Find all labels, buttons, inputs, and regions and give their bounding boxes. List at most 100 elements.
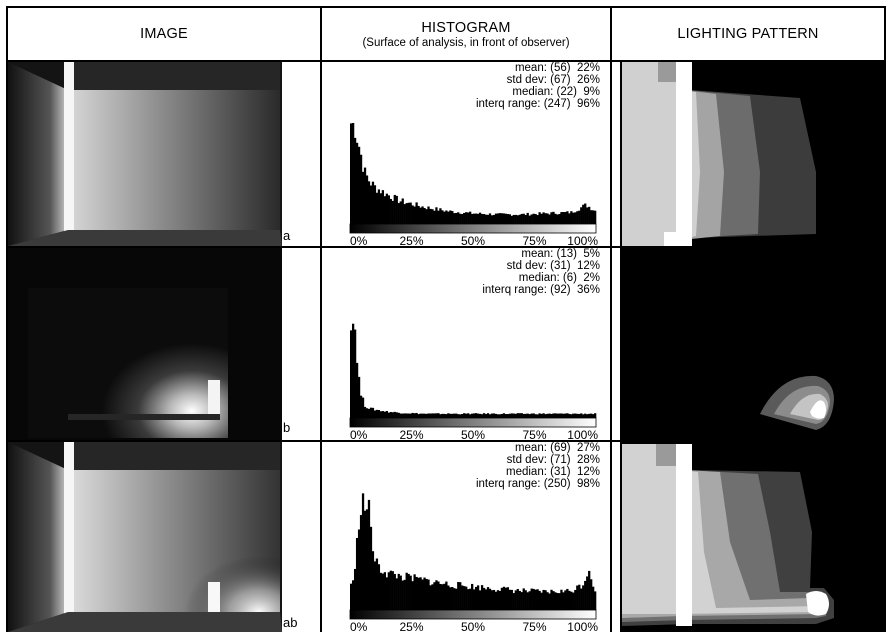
histogram-bar — [580, 207, 583, 224]
histogram-bar — [542, 589, 545, 610]
histogram-bar — [427, 413, 430, 418]
stat-label: std dev: — [506, 260, 547, 272]
histogram-bar — [403, 413, 406, 418]
histogram-bar — [387, 572, 390, 610]
histogram-bars — [350, 123, 597, 224]
stat-pct: 12% — [576, 260, 600, 272]
histogram-bar — [451, 587, 454, 610]
stat-abs: (22) — [556, 86, 577, 98]
histogram-bar — [586, 576, 589, 610]
histogram-bar — [554, 413, 557, 418]
histogram-bar — [484, 214, 488, 224]
histogram-bar — [455, 588, 458, 610]
stat-pct: 28% — [576, 454, 600, 466]
histogram-bar — [395, 195, 398, 224]
stat-label: interq range: — [475, 98, 541, 110]
histogram-bar — [524, 590, 527, 610]
stat-label: mean: — [514, 62, 547, 74]
histogram-bar — [459, 213, 462, 224]
histogram-bar — [453, 588, 456, 610]
histogram-bar — [461, 414, 464, 418]
histogram-bar — [361, 493, 365, 610]
histogram-bar — [393, 573, 396, 610]
histogram-bar — [532, 413, 535, 418]
row-label-b: b — [283, 420, 291, 435]
histogram-bar — [447, 211, 450, 224]
histogram-bar — [431, 413, 434, 418]
image-header-title: IMAGE — [140, 26, 188, 42]
histogram-bar — [566, 413, 569, 418]
histogram-bar — [431, 209, 434, 224]
histogram-bar — [371, 551, 375, 610]
stat-pct: 96% — [576, 98, 600, 110]
histogram-bar — [498, 414, 502, 418]
histogram-header-title: HISTOGRAM — [421, 19, 511, 36]
histogram-bar — [379, 572, 383, 610]
stat-pct: 27% — [576, 442, 600, 454]
histogram-bar — [496, 414, 500, 418]
histogram-bar — [439, 414, 442, 418]
histogram-bar — [473, 213, 476, 224]
histogram-bar — [564, 212, 567, 224]
histogram-bar — [506, 414, 510, 418]
histogram-bar — [350, 123, 353, 224]
stat-iqr-ab: interq range: (250) 98% — [476, 478, 600, 490]
histogram-bar — [413, 206, 416, 224]
histogram-bar — [590, 210, 593, 224]
histogram-bar — [496, 590, 500, 610]
histogram-bar — [373, 185, 377, 224]
row-divider-2 — [6, 440, 886, 442]
histogram-panel-a: mean: (56) 22% std dev: (67) 26% median:… — [332, 62, 600, 246]
histogram-bar — [465, 413, 468, 418]
histogram-bar — [574, 212, 577, 224]
stat-label: std dev: — [506, 454, 547, 466]
histogram-bar — [459, 582, 462, 610]
histogram-bar — [401, 413, 404, 418]
histogram-chart-ab: 0% 25% 50% 75% 100% — [349, 493, 598, 632]
stat-median-a: median: (22) 9% — [476, 86, 600, 98]
histogram-bar — [520, 413, 523, 418]
table-border-top — [6, 6, 886, 8]
histogram-bar — [514, 590, 517, 610]
histogram-bar — [508, 589, 511, 610]
histogram-bar — [397, 573, 400, 610]
histogram-bar — [556, 413, 559, 418]
histogram-bar — [443, 413, 446, 418]
histogram-bar — [478, 212, 482, 224]
histogram-bar — [415, 202, 418, 224]
histogram-bar — [439, 208, 442, 224]
histogram-bar — [385, 410, 388, 418]
histogram-bar — [377, 564, 381, 610]
histogram-bar — [494, 413, 498, 418]
histogram-bar — [389, 198, 392, 224]
histogram-bar — [540, 592, 543, 610]
histogram-bar — [383, 196, 387, 224]
histogram-bar — [437, 581, 440, 610]
histogram-header-subtitle: (Surface of analysis, in front of observ… — [362, 36, 570, 49]
histogram-bar — [558, 593, 561, 610]
histogram-bar — [367, 181, 371, 224]
grayscale-scale-bar — [349, 223, 597, 234]
histogram-bar — [377, 189, 381, 224]
histogram-bar — [574, 413, 577, 418]
histogram-bar — [383, 572, 387, 610]
histogram-bar — [474, 213, 478, 224]
histogram-bar — [548, 413, 551, 418]
histogram-chart-b: 0% 25% 50% 75% 100% — [349, 323, 598, 440]
histogram-bar — [502, 586, 506, 610]
x-tick-label: 50% — [461, 428, 485, 440]
stat-label: median: — [506, 466, 547, 478]
histogram-bar — [544, 590, 547, 610]
histogram-bar — [373, 561, 377, 610]
histogram-chart-a: 0% 25% 50% 75% 100% — [349, 123, 598, 246]
histogram-bar — [437, 413, 440, 418]
histogram-bar — [476, 413, 480, 418]
histogram-bar — [480, 585, 484, 610]
histogram-bar — [502, 213, 506, 224]
histogram-bar — [474, 413, 478, 418]
stat-abs: (6) — [562, 272, 577, 284]
histogram-bar — [445, 210, 448, 224]
histogram-bar — [467, 413, 470, 418]
histogram-bar — [586, 414, 589, 418]
histogram-bar — [381, 190, 385, 224]
